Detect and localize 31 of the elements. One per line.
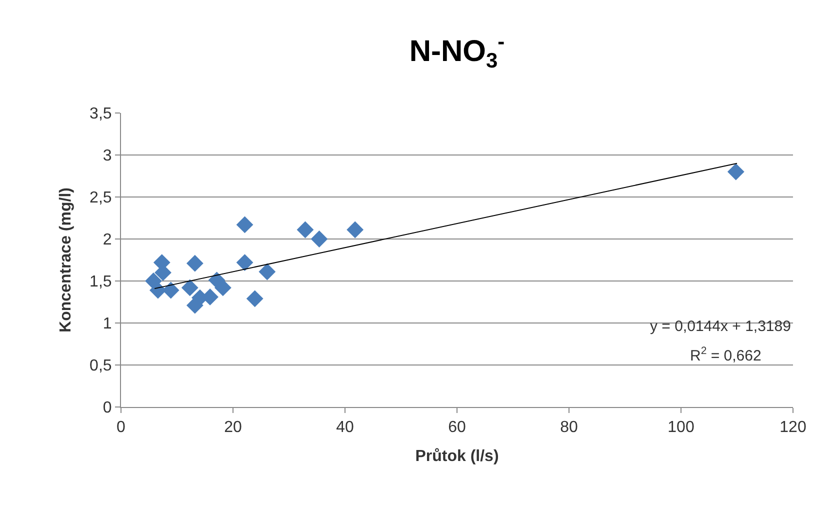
x-tick-label: 0	[116, 419, 126, 436]
y-tick-label: 2	[102, 232, 112, 249]
annotation: y = 0,0144x + 1,3189	[650, 318, 791, 335]
point	[181, 279, 198, 296]
point	[296, 221, 314, 238]
y-tick-label: 3	[102, 148, 112, 165]
point	[310, 230, 328, 248]
y-tick-label: 2,5	[90, 190, 112, 207]
point	[727, 163, 744, 180]
point	[246, 290, 264, 308]
x-tick-label: 60	[448, 419, 466, 436]
point	[186, 254, 204, 272]
point	[236, 254, 254, 271]
y-axis-title: Koncentrace (mg/l)	[57, 188, 74, 332]
x-axis-title: Průtok (l/s)	[415, 448, 499, 465]
x-tick-label: 120	[780, 419, 806, 436]
y-tick-label: 1	[102, 316, 112, 333]
y-tick-label: 0	[102, 400, 112, 417]
y-tick-label: 3,5	[90, 106, 112, 123]
point	[258, 263, 276, 280]
y-tick-label: 1,5	[90, 274, 112, 291]
x-tick-label: 80	[560, 419, 578, 436]
point	[214, 279, 232, 296]
y-tick-label: 0,5	[90, 358, 112, 375]
x-tick-label: 20	[224, 419, 242, 436]
point	[162, 282, 180, 299]
x-tick-label: 100	[668, 419, 694, 436]
point	[346, 221, 364, 238]
annotation: R$^{2}$ = 0,662	[690, 345, 762, 364]
point	[236, 216, 254, 234]
x-tick-label: 40	[336, 419, 354, 436]
